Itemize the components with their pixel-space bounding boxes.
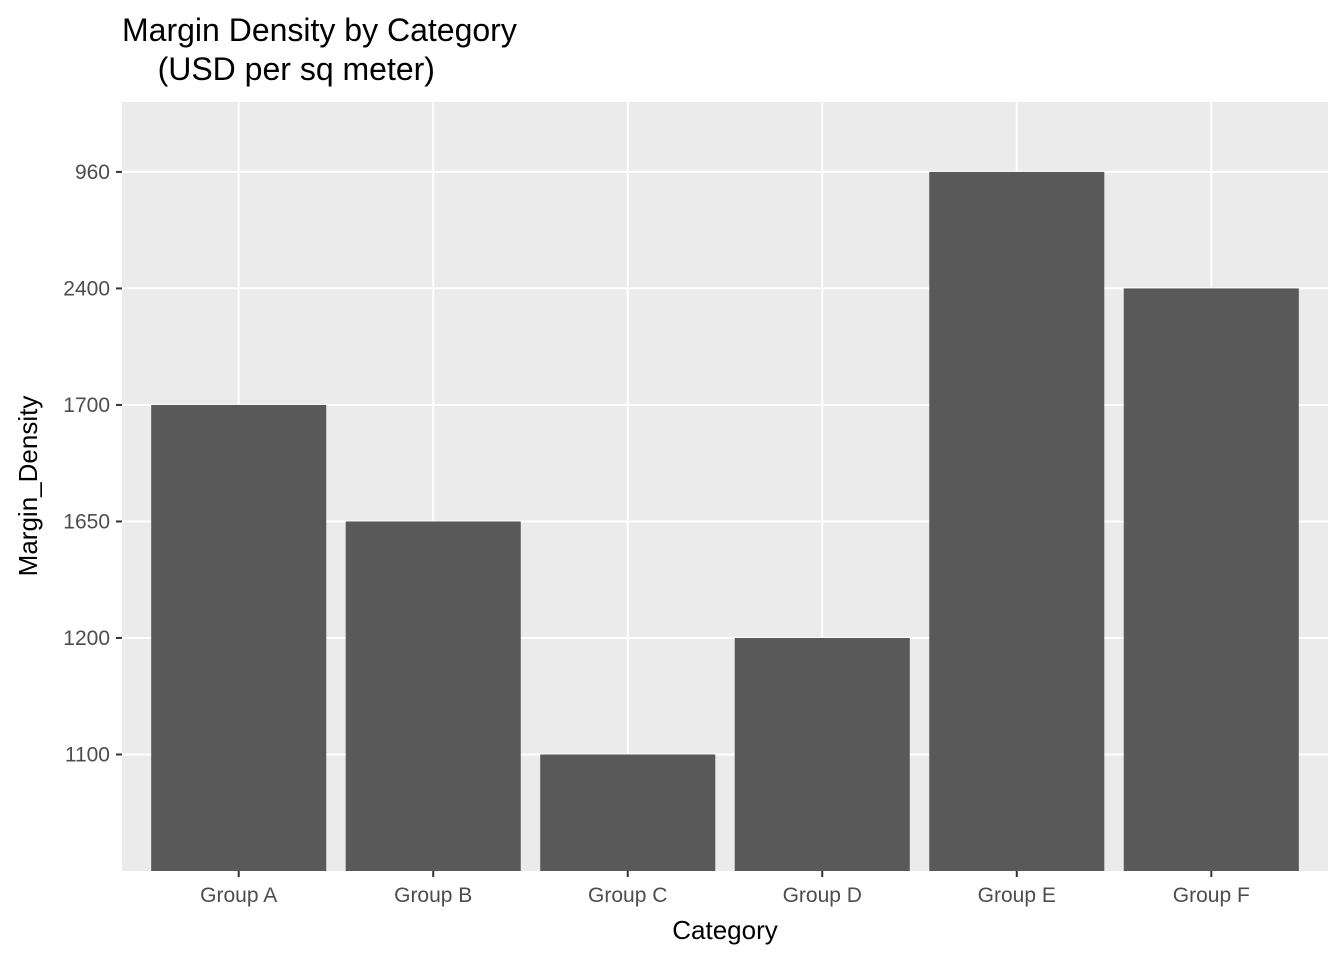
y-tick-label: 1700 — [63, 394, 110, 417]
chart-title-line-1: Margin Density by Category — [122, 12, 517, 48]
bar-group-c — [540, 754, 716, 871]
y-tick-label: 1100 — [65, 743, 110, 766]
bar-group-f — [1123, 288, 1299, 871]
y-tick-label: 1650 — [63, 510, 110, 533]
y-tick-label: 2400 — [63, 277, 110, 300]
bar-group-a — [151, 404, 327, 871]
x-axis-ticks: Group A Group B Group C Group D Group E Group… — [200, 871, 1250, 907]
bars — [151, 171, 1299, 872]
bar-group-e — [929, 171, 1105, 872]
x-tick-label: Group C — [588, 884, 667, 907]
x-axis-title: Category — [672, 915, 778, 945]
y-tick-label: 960 — [75, 161, 110, 184]
x-tick-label: Group F — [1173, 884, 1250, 907]
bar-group-b — [345, 521, 521, 871]
y-tick-label: 1200 — [63, 627, 110, 650]
y-axis-ticks: 1100 1200 1650 1700 2400 960 — [63, 161, 122, 766]
chart-title-line-2: (USD per sq meter) — [122, 51, 435, 87]
y-axis-title: Margin_Density — [13, 396, 43, 577]
x-tick-label: Group D — [783, 884, 862, 907]
x-tick-label: Group B — [394, 884, 472, 907]
x-tick-label: Group E — [978, 884, 1056, 907]
bar-group-d — [734, 637, 910, 871]
x-tick-label: Group A — [200, 884, 277, 907]
